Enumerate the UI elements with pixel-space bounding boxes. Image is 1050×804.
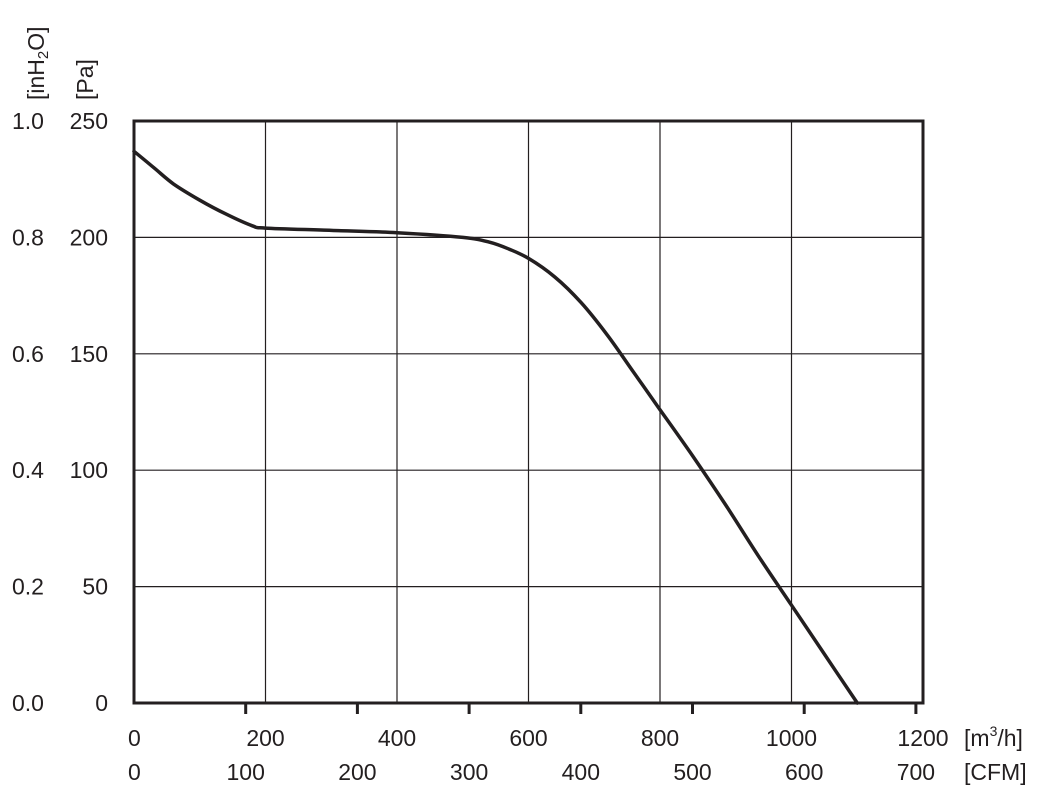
axis-labels: 0 200 400 600 800 1000 120000.0500.21000.41500…	[12, 108, 949, 785]
x-primary-tick-label: 1200	[897, 725, 948, 751]
x-secondary-tick-label: 600	[785, 759, 823, 785]
y-primary-tick-label: 50	[82, 574, 108, 600]
y-secondary-unit-label: [inH2O]	[23, 26, 52, 100]
y-secondary-tick-label: 0.8	[12, 224, 44, 250]
x-secondary-unit-label: [CFM]	[964, 759, 1027, 785]
y-primary-tick-label: 150	[70, 341, 108, 367]
x-secondary-tick-label: 0	[128, 759, 141, 785]
y-primary-tick-label: 0	[95, 690, 108, 716]
x-axis-ticks	[244, 703, 918, 714]
x-primary-tick-label: 200	[246, 725, 284, 751]
y-primary-unit-label: [Pa]	[72, 59, 98, 100]
x-secondary-tick-label: 700	[897, 759, 935, 785]
x-primary-tick-label: 400	[378, 725, 416, 751]
y-secondary-tick-label: 0.4	[12, 457, 44, 483]
x-secondary-tick-label: 200	[338, 759, 376, 785]
x-primary-tick-label: 0	[128, 725, 141, 751]
y-primary-tick-label: 250	[70, 108, 108, 134]
y-primary-tick-label: 100	[70, 457, 108, 483]
plot-frame	[132, 119, 925, 705]
x-primary-unit-label: [m3/h]	[964, 723, 1023, 751]
x-secondary-tick-label: 500	[673, 759, 711, 785]
y-secondary-tick-label: 1.0	[12, 108, 44, 134]
x-primary-tick-label: 800	[641, 725, 679, 751]
x-primary-tick-label: 600	[509, 725, 547, 751]
x-secondary-tick-label: 300	[450, 759, 488, 785]
x-secondary-tick-label: 400	[562, 759, 600, 785]
y-secondary-tick-label: 0.0	[12, 690, 44, 716]
series-line-pressure	[132, 149, 860, 705]
y-secondary-tick-label: 0.6	[12, 341, 44, 367]
x-secondary-tick-label: 100	[227, 759, 265, 785]
grid	[134, 121, 923, 703]
x-primary-tick-label: 1000	[766, 725, 817, 751]
y-primary-tick-label: 200	[70, 224, 108, 250]
y-secondary-tick-label: 0.2	[12, 574, 44, 600]
